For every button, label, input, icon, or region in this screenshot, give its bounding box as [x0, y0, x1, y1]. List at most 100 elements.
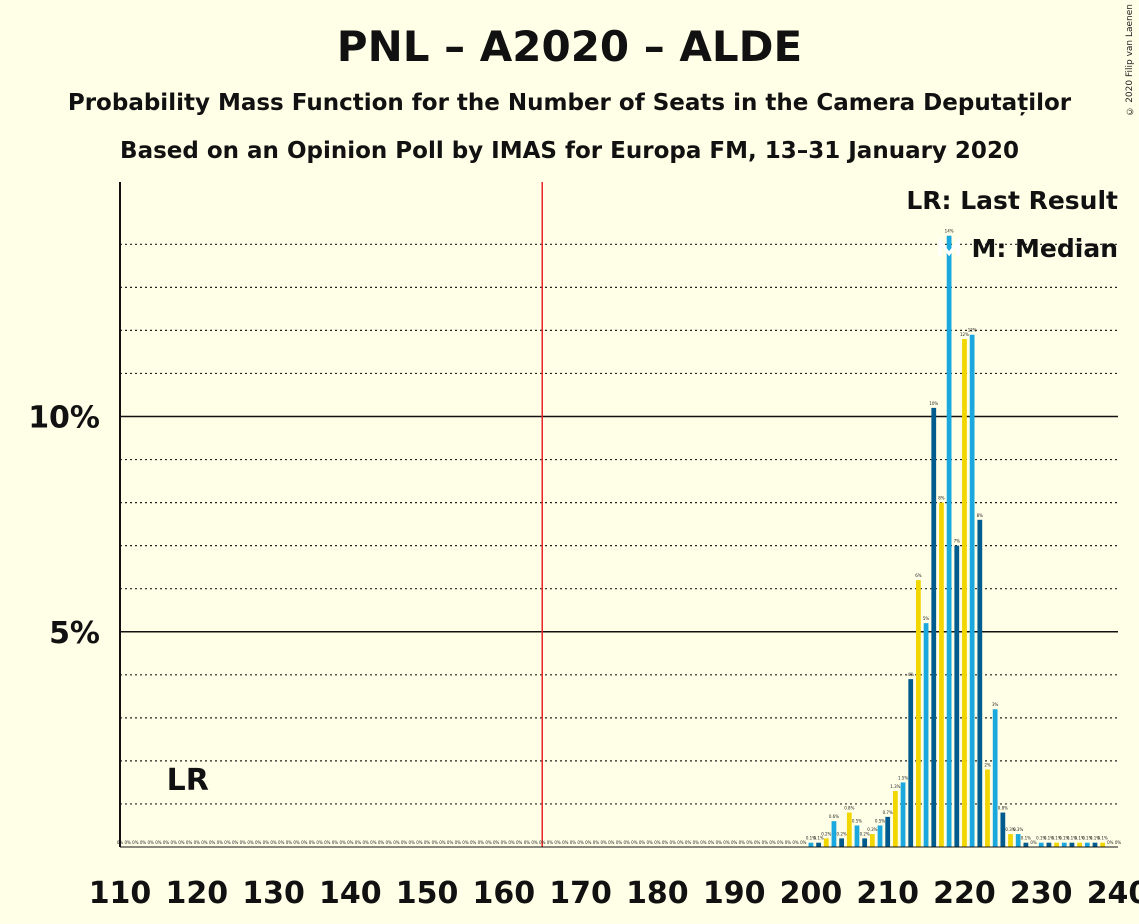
- bar-value-label: 0%: [716, 840, 723, 845]
- bar-value-label: 0%: [124, 840, 131, 845]
- bar-value-label: 0.1%: [1075, 836, 1085, 841]
- bar-value-label: 0%: [140, 840, 147, 845]
- bar-value-label: 0%: [516, 840, 523, 845]
- bar-value-label: 0%: [393, 840, 400, 845]
- bar-value-label: 0%: [455, 840, 462, 845]
- x-tick-label: 140: [319, 876, 382, 911]
- bar-value-label: 0%: [324, 840, 331, 845]
- bar-value-label: 0%: [762, 840, 769, 845]
- bar-value-label: 0%: [485, 840, 492, 845]
- bar-value-label: 0.1%: [1059, 836, 1069, 841]
- bar-value-label: 0%: [470, 840, 477, 845]
- bar-value-label: 0%: [531, 840, 538, 845]
- bar-value-label: 12%: [968, 328, 977, 333]
- bar-value-label: 0%: [386, 840, 393, 845]
- bar-value-label: 0%: [577, 840, 584, 845]
- bar: [992, 709, 998, 847]
- bar-value-label: 0.1%: [1098, 836, 1108, 841]
- bar-value-label: 0%: [685, 840, 692, 845]
- bar-value-label: 0%: [424, 840, 431, 845]
- bar-value-label: 0%: [662, 840, 669, 845]
- bar-value-label: 0%: [293, 840, 300, 845]
- bar: [1061, 842, 1067, 847]
- bar-value-label: 0%: [462, 840, 469, 845]
- x-tick-label: 110: [89, 876, 152, 911]
- y-tick-label: 10%: [28, 401, 100, 436]
- x-tick-label: 160: [473, 876, 536, 911]
- bar-value-label: 0.2%: [860, 831, 870, 836]
- bar-value-label: 0%: [508, 840, 515, 845]
- bar-value-label: 0%: [647, 840, 654, 845]
- bar-value-label: 5%: [923, 616, 930, 621]
- bar: [1100, 842, 1106, 847]
- bar-value-label: 0%: [332, 840, 339, 845]
- median-marker: [938, 237, 960, 257]
- bar-value-label: 0%: [447, 840, 454, 845]
- bar-value-label: 0%: [547, 840, 554, 845]
- bar-value-label: 2%: [984, 763, 991, 768]
- bar: [877, 825, 883, 847]
- bar-value-label: 1.3%: [890, 784, 900, 789]
- bar-value-label: 14%: [945, 229, 954, 234]
- bar-value-label: 0%: [270, 840, 277, 845]
- bar-value-label: 0%: [800, 840, 807, 845]
- bars: [808, 235, 1106, 848]
- bar: [946, 235, 952, 847]
- bar-value-label: 0%: [186, 840, 193, 845]
- bar: [1069, 842, 1075, 847]
- bar-value-label: 0.8%: [998, 806, 1008, 811]
- chart-subtitle: Probability Mass Function for the Number…: [67, 90, 1072, 116]
- bar: [954, 545, 960, 847]
- bar-value-label: 0%: [670, 840, 677, 845]
- bar-value-label: 0%: [301, 840, 308, 845]
- bar-value-label: 0%: [570, 840, 577, 845]
- bar-value-label: 0%: [263, 840, 270, 845]
- bar-value-label: 0%: [240, 840, 247, 845]
- last-result-marker: LR: [167, 763, 209, 798]
- bar-value-label: 0%: [224, 840, 231, 845]
- bar-value-label: 0%: [769, 840, 776, 845]
- bar-value-label: 0.1%: [1067, 836, 1077, 841]
- bar-value-label: 0.1%: [1021, 836, 1031, 841]
- bar-value-label: 0%: [585, 840, 592, 845]
- chart-title: PNL – A2020 – ALDE: [336, 22, 803, 71]
- bar-value-label: 0%: [362, 840, 369, 845]
- bar-value-label: 0%: [554, 840, 561, 845]
- bar-value-label: 0%: [171, 840, 178, 845]
- bar: [831, 821, 837, 847]
- bar-value-label: 0.6%: [829, 814, 839, 819]
- bar-value-label: 0%: [209, 840, 216, 845]
- bar-value-label: 0%: [1107, 840, 1114, 845]
- axes: 5% 10% 110 120 130 140 150 160 170 180 190 200 210 22…: [28, 182, 1139, 911]
- bar: [1000, 812, 1006, 847]
- bar-value-label: 0%: [493, 840, 500, 845]
- bar: [854, 825, 860, 847]
- x-tick-label: 240: [1087, 876, 1139, 911]
- x-tick-label: 220: [933, 876, 996, 911]
- bar-value-label: 0%: [785, 840, 792, 845]
- bar-value-label: 0%: [700, 840, 707, 845]
- x-tick-label: 130: [242, 876, 305, 911]
- bar-value-label: 0%: [201, 840, 208, 845]
- bar: [1046, 842, 1052, 847]
- legend-median: M: Median: [971, 234, 1118, 263]
- bar: [908, 679, 914, 847]
- bar-value-label: 0%: [1030, 840, 1037, 845]
- bar-value-label: 0%: [623, 840, 630, 845]
- bar-value-label: 0.5%: [852, 818, 862, 823]
- bar-value-label: 0%: [562, 840, 569, 845]
- bar-value-label: 6%: [915, 573, 922, 578]
- x-tick-label: 120: [165, 876, 228, 911]
- bar-value-label: 0%: [616, 840, 623, 845]
- x-tick-label: 150: [396, 876, 459, 911]
- bar-value-label: 0%: [132, 840, 139, 845]
- bar-value-label: 0.1%: [814, 836, 824, 841]
- bar-value-label: 0%: [631, 840, 638, 845]
- bar-value-label: 8%: [977, 513, 984, 518]
- bar-value-label: 0%: [593, 840, 600, 845]
- bar-value-label: 10%: [929, 401, 938, 406]
- bar-value-label: 0%: [401, 840, 408, 845]
- bar: [823, 838, 829, 847]
- bar-value-label: 0%: [524, 840, 531, 845]
